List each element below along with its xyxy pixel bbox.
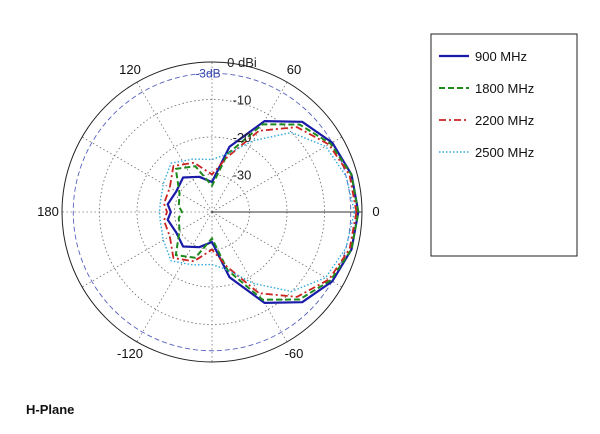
- pattern-traces: [158, 120, 360, 304]
- polar-grid: [61, 61, 363, 363]
- reference-label: -3dB: [195, 66, 220, 80]
- grid-spoke: [136, 81, 213, 213]
- angle-tick-label: -120: [117, 346, 143, 361]
- axis-labels: 0 60 120 180 -120 -60 0 dBi -10 -20 -30 -3dB: [37, 55, 379, 361]
- radial-tick-label: 0 dBi: [227, 55, 257, 70]
- radial-tick-label: -10: [233, 93, 252, 108]
- radial-tick-label: -20: [233, 130, 252, 145]
- legend-entry-3: 2500 MHz: [475, 145, 534, 160]
- trace-series-0: [166, 120, 360, 304]
- legend-entry-0: 900 MHz: [475, 49, 527, 64]
- grid-spoke: [211, 211, 343, 288]
- grid-spoke: [81, 211, 213, 288]
- angle-tick-label: 120: [119, 62, 141, 77]
- grid-spoke: [211, 136, 343, 213]
- grid-spoke: [81, 136, 213, 213]
- angle-tick-label: 180: [37, 204, 59, 219]
- grid-spoke: [211, 211, 288, 343]
- trace-series-1: [174, 123, 360, 301]
- trace-series-2: [163, 126, 358, 298]
- angle-tick-label: 60: [287, 62, 301, 77]
- legend-box: [430, 33, 578, 257]
- legend-entry-1: 1800 MHz: [475, 81, 534, 96]
- grid-spoke: [136, 211, 213, 343]
- angle-tick-label: -60: [285, 346, 304, 361]
- legend: 900 MHz 1800 MHz 2200 MHz 2500 MHz: [430, 33, 578, 257]
- grid-spoke: [211, 81, 288, 213]
- angle-tick-label: 0: [372, 204, 379, 219]
- chart-title: H-Plane: [26, 402, 75, 417]
- legend-entry-2: 2200 MHz: [475, 113, 534, 128]
- radial-tick-label: -30: [233, 168, 252, 183]
